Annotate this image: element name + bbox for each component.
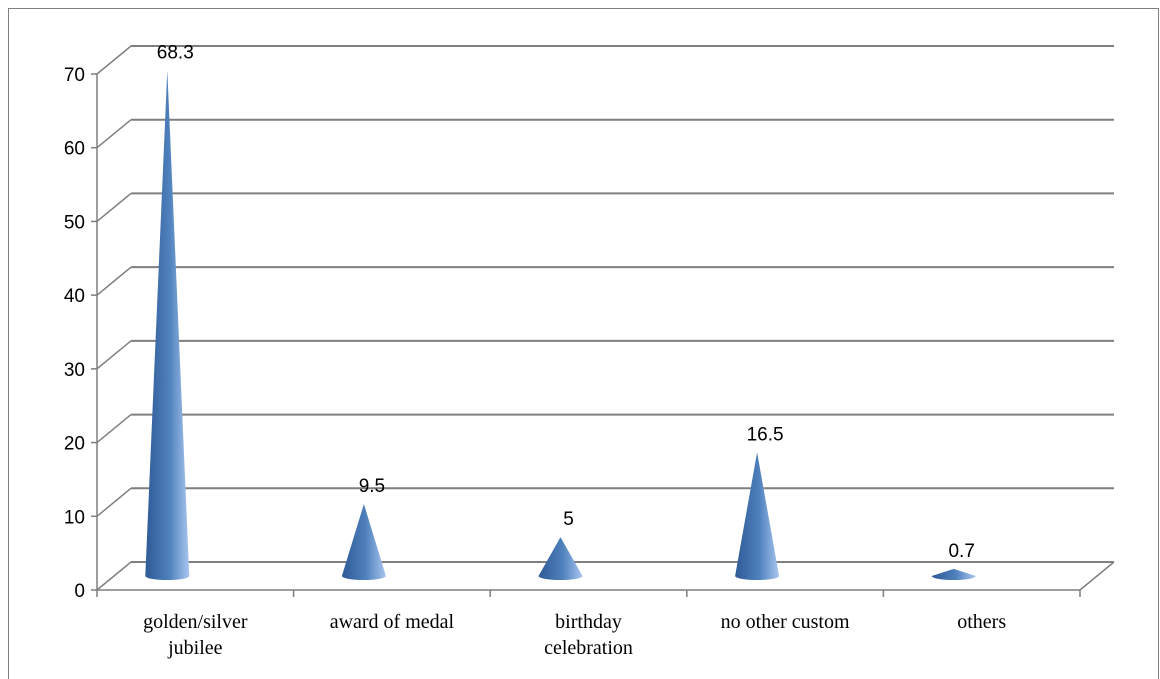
y-tick-label: 0 — [74, 581, 85, 602]
y-tick-label: 20 — [64, 434, 85, 455]
chart-frame — [8, 8, 1159, 679]
side-wall-line — [96, 119, 132, 149]
y-tick-label: 50 — [64, 212, 85, 233]
y-tick-label: 30 — [64, 360, 85, 381]
chart-walls — [96, 45, 1115, 591]
side-wall-line — [96, 340, 132, 370]
cone-bar — [735, 452, 780, 580]
side-wall-line — [96, 45, 132, 75]
cone-body — [145, 70, 190, 580]
x-tick-label: others — [957, 611, 1006, 633]
data-label: 9.5 — [359, 476, 385, 497]
side-wall-line — [96, 192, 132, 223]
cone-body — [538, 537, 583, 580]
x-tick-label: birthday celebration — [544, 611, 633, 659]
y-tick-label: 70 — [64, 65, 85, 86]
x-axis: golden/silver jubilee award of medal birthd… — [96, 589, 1081, 659]
cone-body — [341, 503, 386, 580]
data-label: 5 — [563, 509, 574, 530]
data-label: 0.7 — [948, 541, 974, 562]
value-labels: 68.3 9.5 5 16.5 0.7 — [157, 43, 975, 562]
floor-edge — [1079, 561, 1115, 591]
x-tick-label: award of medal — [330, 611, 455, 633]
y-axis: 0 10 20 30 40 50 60 70 — [64, 65, 98, 602]
side-wall-line — [96, 266, 132, 296]
x-tick-label: golden/silver jubilee — [143, 611, 248, 659]
side-wall-line — [96, 561, 132, 591]
side-wall-line — [96, 413, 132, 444]
cone-bar — [931, 568, 976, 580]
y-tick-label: 60 — [64, 139, 85, 160]
cone-series — [145, 70, 976, 580]
cone-bar — [341, 503, 386, 580]
data-label: 68.3 — [157, 43, 194, 64]
cone-body — [735, 452, 780, 580]
x-tick-label: no other custom — [721, 611, 850, 633]
cone-bar — [538, 537, 583, 580]
y-tick-label: 40 — [64, 286, 85, 307]
y-tick-label: 10 — [64, 507, 85, 528]
side-wall-line — [96, 487, 132, 517]
cone-bar — [145, 70, 190, 580]
data-label: 16.5 — [747, 424, 784, 445]
cone-body — [931, 568, 976, 580]
